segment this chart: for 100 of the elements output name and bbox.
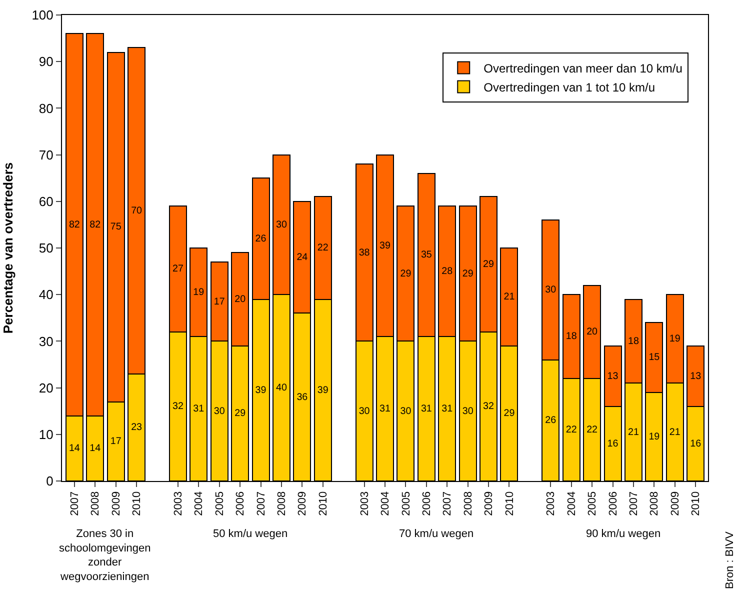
data-label: 21 <box>628 426 639 438</box>
x-tick-label: 2009 <box>110 491 122 516</box>
x-tick-label: 2007 <box>255 491 268 516</box>
x-tick-label: 2007 <box>442 491 454 516</box>
data-label: 31 <box>380 403 390 414</box>
x-tick-label: 2004 <box>193 491 206 516</box>
text: Zones 30 in schoolomgevingen zonder wegvoorzieningen <box>59 528 151 583</box>
data-label: 17 <box>110 436 122 448</box>
x-tick-label: 2009 <box>296 491 309 516</box>
x-tick-label: 2005 <box>586 491 599 516</box>
data-label: 23 <box>131 422 143 434</box>
y-tick-label: 50 <box>38 240 54 256</box>
x-tick-label: 2008 <box>462 491 474 516</box>
y-tick-label: 20 <box>38 380 54 396</box>
data-label: 16 <box>690 438 702 450</box>
data-label: 32 <box>172 401 184 412</box>
text: Bron : BIVV <box>724 530 736 589</box>
text: 70 km/u wegen <box>399 528 474 540</box>
data-label: 14 <box>68 443 80 454</box>
x-tick-label: 2003 <box>545 491 558 516</box>
x-tick-label: 2005 <box>400 491 412 516</box>
legend-label: Overtredingen van 1 tot 10 km/u <box>484 80 656 94</box>
data-label: 31 <box>420 403 432 414</box>
data-label: 22 <box>566 424 577 436</box>
data-label: 39 <box>255 384 267 396</box>
x-tick-label: 2010 <box>131 491 144 516</box>
x-tick-label: 2004 <box>566 491 578 516</box>
x-tick-label: 2004 <box>380 491 392 516</box>
y-axis-title: Percentage van overtreders <box>0 162 16 334</box>
data-label: 21 <box>504 292 515 303</box>
data-label: 32 <box>483 401 494 412</box>
data-label: 70 <box>131 205 143 216</box>
x-tick-label: 2006 <box>607 491 620 516</box>
y-tick-label: 30 <box>38 334 54 349</box>
data-label: 39 <box>317 384 329 396</box>
data-label: 30 <box>400 406 412 417</box>
x-tick-label: 2008 <box>276 491 288 516</box>
data-label: 82 <box>90 219 101 230</box>
legend-label: Overtredingen van meer dan 10 km/u <box>484 61 682 76</box>
data-label: 16 <box>607 438 619 450</box>
y-tick-label: 90 <box>38 54 54 70</box>
data-label: 26 <box>255 233 267 244</box>
y-tick-label: 40 <box>38 287 54 302</box>
data-label: 29 <box>400 268 412 280</box>
data-label: 13 <box>690 370 702 382</box>
data-label: 19 <box>193 286 205 298</box>
y-tick-label: 70 <box>38 147 54 162</box>
x-tick-label: 2010 <box>317 491 330 516</box>
data-label: 30 <box>462 406 474 417</box>
data-label: 30 <box>358 406 370 417</box>
data-label: 20 <box>586 326 598 338</box>
data-label: 27 <box>172 264 184 275</box>
data-label: 29 <box>234 408 246 420</box>
x-tick-label: 2005 <box>214 491 226 516</box>
data-label: 39 <box>380 240 391 252</box>
x-tick-label: 2010 <box>690 491 702 516</box>
data-label: 38 <box>358 247 370 258</box>
data-label: 29 <box>483 258 495 270</box>
data-label: 15 <box>648 352 660 364</box>
data-label: 17 <box>214 296 225 308</box>
data-label: 29 <box>462 268 474 280</box>
data-label: 28 <box>442 266 454 277</box>
x-tick-label: 2009 <box>669 491 682 516</box>
x-tick-label: 2008 <box>90 491 102 516</box>
y-tick-label: 60 <box>38 194 54 209</box>
data-label: 31 <box>442 403 453 414</box>
y-tick-label: 100 <box>32 8 54 23</box>
data-label: 18 <box>566 331 578 342</box>
text: 90 km/u wegen <box>586 528 661 540</box>
data-label: 14 <box>90 443 102 454</box>
data-label: 22 <box>317 242 328 254</box>
data-label: 75 <box>110 222 122 233</box>
data-label: 30 <box>545 284 557 296</box>
data-label: 21 <box>669 426 680 438</box>
y-tick-label: 0 <box>46 474 54 489</box>
data-label: 29 <box>504 408 516 420</box>
x-tick-label: 2009 <box>483 491 496 516</box>
data-label: 13 <box>607 370 619 382</box>
data-label: 20 <box>234 294 246 305</box>
y-tick-label: 80 <box>38 100 54 116</box>
x-tick-label: 2007 <box>68 491 81 516</box>
x-tick-label: 2006 <box>420 491 433 516</box>
x-tick-label: 2008 <box>648 491 661 516</box>
x-tick-label: 2010 <box>504 491 516 516</box>
data-label: 82 <box>68 219 80 230</box>
data-label: 35 <box>420 250 432 261</box>
data-label: 36 <box>296 392 308 403</box>
data-label: 30 <box>276 219 288 230</box>
x-tick-label: 2006 <box>234 491 247 516</box>
data-label: 22 <box>586 424 598 436</box>
data-label: 18 <box>628 336 640 347</box>
y-tick-label: 10 <box>38 426 54 442</box>
data-label: 30 <box>214 406 226 417</box>
x-tick-label: 2003 <box>358 491 371 516</box>
x-tick-label: 2007 <box>628 491 640 516</box>
data-label: 40 <box>276 382 288 394</box>
data-label: 19 <box>669 334 681 345</box>
text: 50 km/u wegen <box>213 528 288 540</box>
data-label: 19 <box>648 431 660 442</box>
x-tick-label: 2003 <box>172 491 185 516</box>
